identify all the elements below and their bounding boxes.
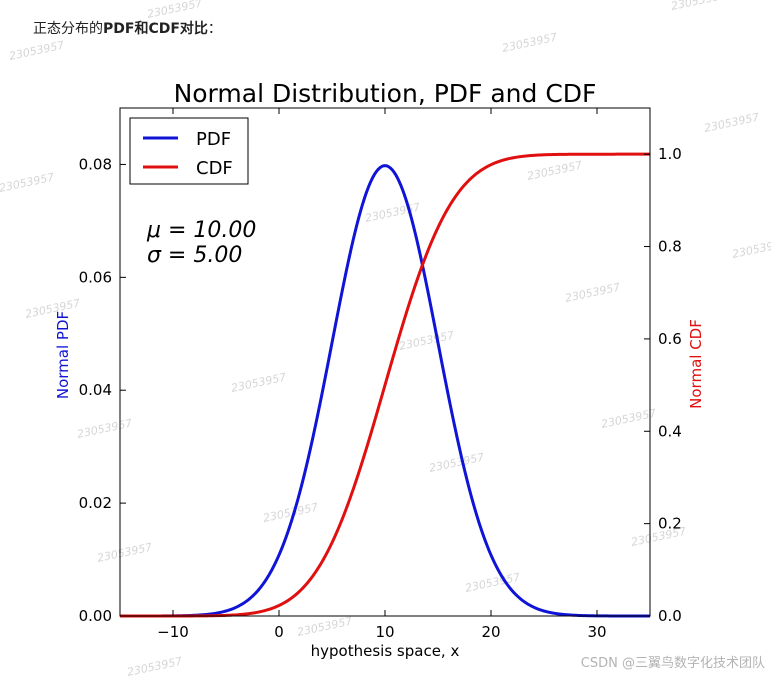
legend: PDF CDF (129, 117, 249, 185)
caption-suffix: ： (207, 21, 222, 37)
watermark: 23053957 (501, 31, 558, 55)
y-right-tick-label: 0.2 (658, 515, 682, 533)
y-left-tick-label: 0.00 (79, 607, 112, 625)
x-axis-ticks: −10 0 10 20 30 (157, 108, 607, 641)
legend-cdf-label: CDF (196, 158, 233, 179)
watermark: 23053957 (398, 329, 455, 353)
x-tick-label: 0 (274, 623, 284, 641)
x-tick-label: 10 (375, 623, 394, 641)
y-left-tick-label: 0.06 (79, 268, 112, 286)
footer-credit: CSDN @三翼鸟数字化技术团队 (580, 656, 765, 671)
x-tick-label: −10 (157, 623, 189, 641)
watermark: 23053957 (296, 615, 353, 639)
legend-pdf-label: PDF (196, 129, 231, 150)
y-right-tick-label: 0.6 (658, 330, 682, 348)
watermark: 23053957 (24, 297, 81, 321)
watermark: 23053957 (564, 281, 621, 305)
watermark: 23053957 (703, 111, 760, 135)
y-left-tick-label: 0.08 (79, 155, 112, 173)
caption: 正态分布的PDF和CDF对比： (33, 18, 222, 38)
y-axis-label-left: Normal PDF (54, 311, 72, 399)
y-axis-label-right: Normal CDF (687, 319, 705, 409)
y-left-axis-ticks: 0.00 0.02 0.04 0.06 0.08 (79, 155, 126, 625)
y-right-tick-label: 0.0 (658, 607, 682, 625)
watermark: 23053957 (428, 451, 485, 475)
watermark: 23053957 (146, 0, 203, 21)
y-left-tick-label: 0.04 (79, 381, 112, 399)
y-right-tick-label: 1.0 (658, 145, 682, 163)
y-right-tick-label: 0.8 (658, 238, 682, 256)
watermark: 23053957 (76, 417, 133, 441)
series-line-pdf (120, 164, 650, 618)
chart-title: Normal Distribution, PDF and CDF (174, 79, 597, 108)
x-axis-label: hypothesis space, x (311, 642, 460, 660)
y-right-tick-label: 0.4 (658, 422, 682, 440)
y-right-axis-ticks: 0.0 0.2 0.4 0.6 0.8 1.0 (644, 145, 682, 625)
y-left-tick-label: 0.02 (79, 494, 112, 512)
legend-frame (129, 117, 249, 185)
x-tick-label: 20 (481, 623, 500, 641)
watermark: 23053957 (526, 159, 583, 183)
caption-bold: PDF和CDF对比 (103, 21, 208, 37)
watermark: 23053957 (670, 0, 727, 13)
watermark: 23053957 (230, 371, 287, 395)
x-tick-label: 30 (587, 623, 606, 641)
watermark: 23053957 (0, 171, 55, 195)
watermark: 23053957 (600, 407, 657, 431)
watermark: 23053957 (126, 655, 183, 677)
watermark: 23053957 (96, 541, 153, 565)
watermark: 23053957 (8, 39, 65, 63)
watermark: 23053957 (731, 237, 771, 261)
annotation-sigma: σ = 5.00 (147, 243, 242, 268)
caption-prefix: 正态分布的 (33, 21, 103, 37)
annotation-mu: μ = 10.00 (146, 218, 256, 243)
